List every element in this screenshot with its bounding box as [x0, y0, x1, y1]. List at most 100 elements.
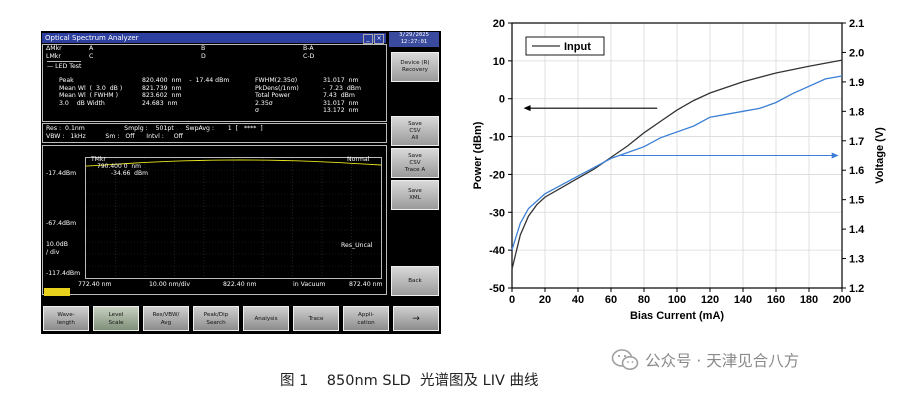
wechat-watermark: 公众号 · 天津见合八方 [611, 348, 799, 372]
key-analysis[interactable]: Analysis [243, 306, 289, 331]
x-tick-label: 40 [572, 294, 584, 306]
y2-tick-label: 1.3 [849, 254, 864, 266]
mkr-row-2-b: C [89, 53, 94, 60]
y-tick-label: -10 [489, 132, 505, 144]
osa-spectrum-svg [85, 158, 382, 278]
osa-window-buttons: _ × [362, 34, 384, 44]
x-medium: in Vacuum [293, 281, 326, 288]
osa-graph-panel [42, 145, 387, 295]
key-application[interactable]: Appli- cation [343, 306, 389, 331]
axis-arrow-head [831, 152, 839, 159]
x-tick-label: 160 [767, 294, 785, 306]
marker-label: TMkr [91, 156, 106, 163]
softkey-save-csv-trace-a[interactable]: Save CSV Trace A [391, 148, 439, 178]
results-right-labels: FWHM(2.35σ) PkDens(/1nm) Total Power 2.3… [255, 77, 299, 115]
osa-plot-area [85, 157, 382, 279]
minimize-icon[interactable]: _ [363, 34, 373, 44]
x-tick-label: 200 [833, 294, 851, 306]
x-tick-label: 180 [800, 294, 818, 306]
series-line-power [511, 59, 843, 270]
y2-tick-label: 1.5 [849, 195, 864, 207]
y-tick-label: 10 [493, 56, 505, 68]
marker-wavelength: 790.400 0 nm [97, 163, 141, 170]
results-left-labels: Peak Mean Wl ( 3.0 dB ) Mean Wl ( FWHM )… [59, 77, 123, 107]
softkey-save-csv-all[interactable]: Save CSV All [391, 116, 439, 146]
close-icon[interactable]: × [374, 34, 384, 44]
res-uncal: Res_Uncal [341, 242, 373, 249]
legend-label: Input [564, 41, 591, 53]
y-axis-label: Power (dBm) [472, 121, 484, 189]
mkr-row-1-b: A [89, 45, 94, 52]
softkey-device-recovery[interactable]: Device (R) Recovery [391, 52, 439, 82]
y2-tick-label: 2.1 [849, 18, 864, 30]
wechat-icon [611, 349, 639, 370]
trace-mode: Normal [347, 156, 370, 163]
y2-tick-label: 1.9 [849, 77, 864, 89]
legend: Input [525, 36, 605, 56]
mkr-row-2-a: LMkr [46, 53, 61, 60]
x-tick-label: 20 [539, 294, 551, 306]
yokogawa-logo [44, 288, 70, 296]
results-right-values: 31.017 nm - 7.23 dBm 7.43 dBm 31.017 nm … [323, 77, 362, 115]
softkey-back[interactable]: Back [391, 266, 439, 296]
x-tick-label: 140 [734, 294, 752, 306]
x-center: 822.40 nm [223, 281, 257, 288]
y2-axis-label: Voltage (V) [874, 127, 886, 184]
key-peak-dip-search[interactable]: Peak/Dip Search [193, 306, 239, 331]
osa-screenshot: Optical Spectrum Analyzer _ × 3/29/2025 1… [41, 31, 441, 334]
mkr-row-1-d: B-A [303, 45, 314, 52]
watermark-text: 公众号 · 天津见合八方 [645, 352, 800, 370]
x-tick-label: 60 [605, 294, 617, 306]
legend-box [525, 36, 605, 56]
x-tick-label: 100 [668, 294, 686, 306]
settings-line-2: VBW : 1kHz Sm : Off Intvl : Off [46, 133, 183, 140]
x-span: 10.00 nm/div [149, 281, 191, 288]
x-tick-label: 0 [509, 294, 515, 306]
key-trace[interactable]: Trace [293, 306, 339, 331]
y2-tick-label: 1.2 [849, 283, 864, 295]
key-wavelength[interactable]: Wave- length [43, 306, 89, 331]
axis-arrow-head [523, 105, 531, 112]
x-tick-label: 120 [701, 294, 719, 306]
key-res-vbw-avg[interactable]: Res/VBW/ Avg [143, 306, 189, 331]
x-stop: 872.40 nm [349, 281, 383, 288]
x-axis-label: Bias Current (mA) [630, 310, 724, 322]
results-left-values: 820.400 nm - 17.44 dBm 821.739 nm 823.60… [142, 77, 230, 107]
ref-level: -17.4dBm [46, 170, 77, 177]
y-tick-label: -50 [489, 283, 505, 295]
osa-title: Optical Spectrum Analyzer [45, 34, 139, 42]
bottom-level: -117.4dBm [46, 270, 81, 277]
osa-title-bar: Optical Spectrum Analyzer _ × [42, 33, 386, 44]
osa-datetime: 3/29/2025 12:27:01 [389, 32, 439, 47]
y-tick-label: 0 [499, 94, 505, 106]
mkr-row-2-c: D [201, 53, 206, 60]
softkey-save-xml[interactable]: Save XML [391, 180, 439, 210]
liv-chart: 0 20 40 60 80 100 120 140 160 180 20020100-10-20-3… [472, 18, 886, 322]
series-line-voltage [511, 75, 843, 250]
y-tick-label: -20 [489, 169, 505, 181]
x-start: 772.40 nm [78, 281, 112, 288]
y-tick-label: -40 [489, 245, 505, 257]
y2-tick-label: 1.8 [849, 106, 864, 118]
y2-tick-label: 1.7 [849, 136, 864, 148]
level-scale: 10.0dB / div [46, 241, 68, 256]
figure-caption: 图 1 850nm SLD 光谱图及 LIV 曲线 [280, 373, 539, 389]
settings-line-1: Res : 0.1nm Smplg : 501pt SwpAvg : 1 [ *… [46, 125, 263, 132]
y-tick-label: -30 [489, 207, 505, 219]
osa-results-panel [42, 44, 387, 122]
led-test-label: — LED Test [47, 61, 82, 70]
marker-level: -34.66 dBm [111, 170, 148, 177]
mkr-row-2-d: C-D [303, 53, 315, 60]
key-next-arrow[interactable]: → [393, 306, 439, 331]
osa-settings-panel [42, 123, 387, 143]
y2-tick-label: 2.0 [849, 47, 864, 59]
mkr-row-1-c: B [201, 45, 206, 52]
mid-level: -67.4dBm [46, 220, 77, 227]
mkr-row-1-a: ΔMkr [46, 45, 62, 52]
key-level-scale[interactable]: Level Scale [93, 306, 139, 331]
y2-tick-label: 1.6 [849, 165, 864, 177]
y-tick-label: 20 [493, 18, 505, 30]
x-tick-label: 80 [638, 294, 650, 306]
osa-spectrum-trace [85, 159, 382, 167]
y2-tick-label: 1.4 [849, 224, 865, 236]
